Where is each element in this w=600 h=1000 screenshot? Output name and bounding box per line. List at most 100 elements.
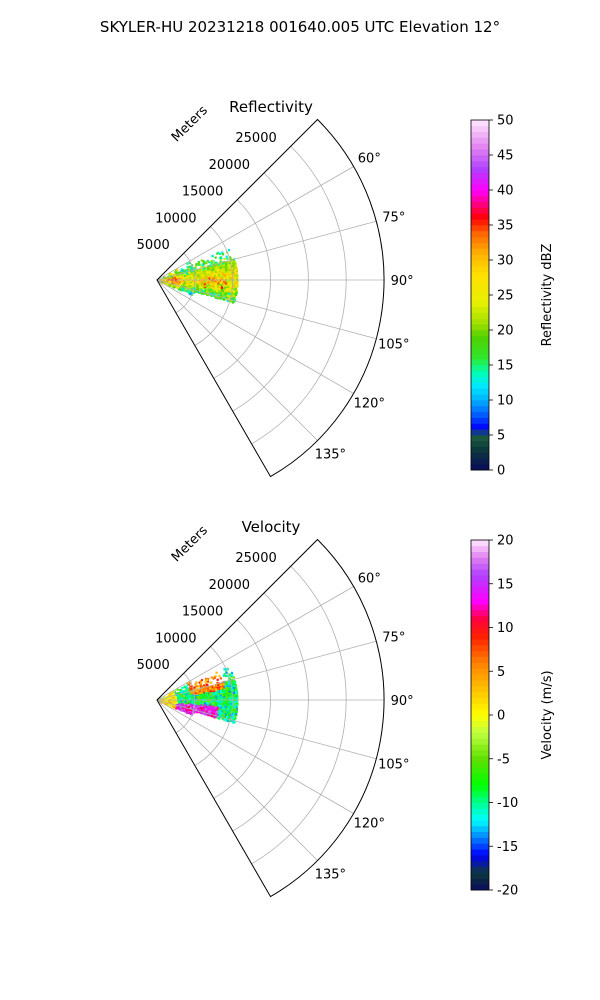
colorbar-segment <box>471 849 489 856</box>
colorbar-segment <box>471 341 489 348</box>
colorbar-segment <box>471 405 489 413</box>
colorbar-segment <box>471 125 489 133</box>
azimuth-line <box>156 699 377 760</box>
azimuth-tick-label: 120° <box>354 397 385 412</box>
colorbar-tick-label: 35 <box>497 219 514 234</box>
range-axis-label: Meters <box>169 103 211 145</box>
colorbar-segment <box>471 260 489 267</box>
range-tick-label: 5000 <box>137 238 170 253</box>
colorbar-tick-label: 5 <box>497 429 505 444</box>
colorbar-segment <box>471 120 489 127</box>
colorbar-tick-label: 20 <box>497 324 514 339</box>
colorbar-segment <box>471 160 489 168</box>
colorbar: -20 -15 -10 -5 0 5 10 15 20 Velocity (m/s) <box>470 534 555 899</box>
range-tick-label: 15000 <box>182 605 223 620</box>
colorbar-segment <box>471 201 489 208</box>
colorbar-segment <box>471 884 489 891</box>
colorbar-segment <box>471 808 489 815</box>
colorbar-segment <box>471 744 489 751</box>
colorbar-segment <box>471 166 489 173</box>
colorbar-segment <box>471 254 489 261</box>
colorbar-label: Velocity (m/s) <box>540 670 555 759</box>
azimuth-tick-label: 60° <box>358 151 381 166</box>
colorbar-segment <box>471 837 489 844</box>
colorbar-segment <box>471 878 489 885</box>
colorbar-tick-label: 15 <box>497 359 514 374</box>
colorbar-segment <box>471 610 489 617</box>
colorbar-segment <box>471 814 489 821</box>
azimuth-line <box>156 279 354 394</box>
panel-title: Velocity <box>242 518 301 536</box>
colorbar-segment <box>471 697 489 704</box>
colorbar: 0 5 10 15 20 25 30 35 40 45 50 Reflectivity dBZ <box>470 114 555 479</box>
colorbar-segment <box>471 843 489 850</box>
colorbar-segment <box>471 551 489 558</box>
azimuth-tick-label: 135° <box>315 447 346 462</box>
azimuth-line <box>156 640 377 701</box>
colorbar-segment <box>471 172 489 179</box>
colorbar-segment <box>471 825 489 833</box>
colorbar-segment <box>471 440 489 448</box>
colorbar-segment <box>471 831 489 838</box>
colorbar-segment <box>471 318 489 325</box>
colorbar-tick-label: -15 <box>497 840 518 855</box>
colorbar-segment <box>471 400 489 407</box>
colorbar-segment <box>471 732 489 739</box>
colorbar-segment <box>471 359 489 366</box>
colorbar-segment <box>471 866 489 873</box>
colorbar-segment <box>471 335 489 343</box>
colorbar-segment <box>471 680 489 687</box>
range-tick-label: 20000 <box>209 158 250 173</box>
colorbar-segment <box>471 388 489 395</box>
colorbar-segment <box>471 195 489 203</box>
azimuth-tick-label: 120° <box>354 817 385 832</box>
colorbar-segment <box>471 213 489 220</box>
range-tick-label: 20000 <box>209 578 250 593</box>
colorbar-tick-label: 10 <box>497 621 514 636</box>
colorbar-segment <box>471 225 489 232</box>
colorbar-segment <box>471 155 489 162</box>
range-ring <box>213 619 271 799</box>
colorbar-segment <box>471 802 489 809</box>
colorbar-tick-label: 25 <box>497 289 514 304</box>
azimuth-line <box>156 586 354 701</box>
colorbar-segment <box>471 446 489 453</box>
colorbar-tick-label: 30 <box>497 254 514 269</box>
colorbar-tick-label: -10 <box>497 796 518 811</box>
colorbar-tick-label: 45 <box>497 149 514 164</box>
colorbar-segment <box>471 423 489 430</box>
range-ring <box>251 145 347 445</box>
azimuth-line <box>156 279 318 441</box>
colorbar-segment <box>471 674 489 681</box>
colorbar-segment <box>471 633 489 640</box>
colorbar-segment <box>471 464 489 471</box>
colorbar-segment <box>471 184 489 191</box>
colorbar-segment <box>471 598 489 605</box>
colorbar-segment <box>471 370 489 378</box>
figure-suptitle: SKYLER-HU 20231218 001640.005 UTC Elevat… <box>100 18 500 36</box>
range-tick-label: 25000 <box>235 131 276 146</box>
colorbar-segment <box>471 715 489 722</box>
colorbar-segment <box>471 761 489 768</box>
colorbar-segment <box>471 557 489 564</box>
azimuth-tick-label: 105° <box>378 757 409 772</box>
colorbar-tick-label: 5 <box>497 665 505 680</box>
colorbar-segment <box>471 779 489 786</box>
colorbar-segment <box>471 767 489 774</box>
colorbar-segment <box>471 726 489 733</box>
range-ring <box>175 672 196 734</box>
colorbar-tick-label: -20 <box>497 884 518 899</box>
colorbar-tick-label: 50 <box>497 114 514 129</box>
colorbar-segment <box>471 703 489 710</box>
colorbar-segment <box>471 545 489 553</box>
azimuth-line <box>156 279 377 340</box>
colorbar-tick-label: -5 <box>497 752 510 767</box>
colorbar-segment <box>471 429 489 436</box>
colorbar-segment <box>471 324 489 331</box>
reflectivity-panel: Reflectivity 5000 10000 15000 20000 25000 Mete… <box>137 98 555 479</box>
colorbar-segment <box>471 645 489 652</box>
colorbar-segment <box>471 452 489 459</box>
radar-field <box>158 667 239 724</box>
colorbar-segment <box>471 295 489 302</box>
